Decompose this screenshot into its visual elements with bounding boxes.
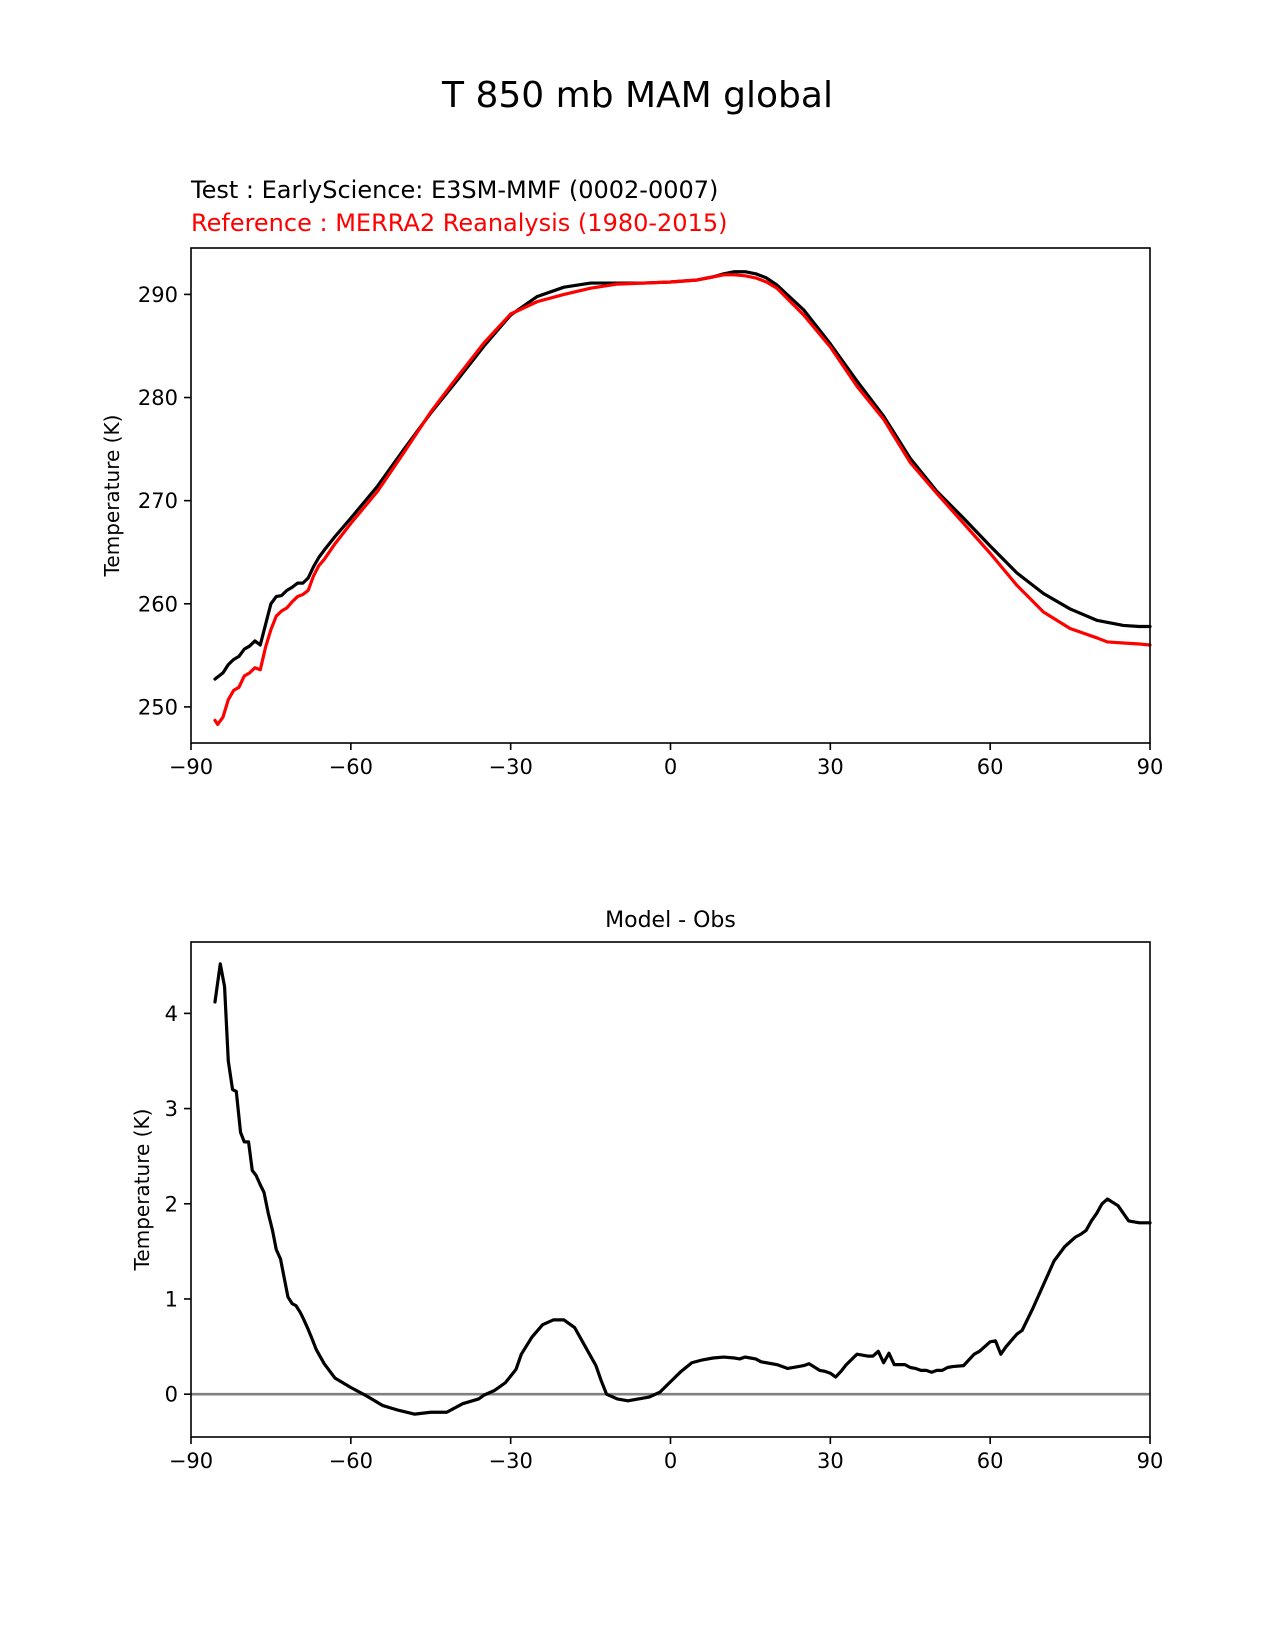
bottom-x-tick-label: −60 (329, 1449, 373, 1473)
model-minus-obs-panel: Model - Obs −90 −60 −30 0 30 60 90 0 1 2 3 4 Temper… (130, 908, 1163, 1473)
bottom-y-tick-label: 2 (165, 1192, 178, 1216)
bottom-y-tick-label: 1 (165, 1287, 178, 1311)
legend-test: Test : EarlyScience: E3SM-MMF (0002-0007… (190, 176, 718, 204)
top-y-axis-label: Temperature (K) (100, 415, 124, 578)
bottom-y-tick-label: 4 (165, 1002, 178, 1026)
bottom-plot-frame (190, 941, 1151, 1438)
top-y-tick-label: 260 (138, 592, 178, 616)
top-y-tick-label: 290 (138, 283, 178, 307)
top-y-tick-label: 270 (138, 489, 178, 513)
temperature-profile-panel: Test : EarlyScience: E3SM-MMF (0002-0007… (100, 176, 1163, 779)
temperature-series-group (213, 270, 1152, 727)
bottom-x-tick-label: 30 (817, 1449, 844, 1473)
bottom-y-axis-label: Temperature (K) (130, 1109, 154, 1272)
bottom-x-tick-label: −30 (489, 1449, 533, 1473)
top-plot-frame (190, 247, 1151, 744)
bottom-x-tick-label: 0 (664, 1449, 677, 1473)
bottom-axes: −90 −60 −30 0 30 60 90 0 1 2 3 4 (165, 1002, 1164, 1473)
bottom-x-tick-label: −90 (169, 1449, 213, 1473)
bottom-chart-title: Model - Obs (605, 908, 736, 933)
top-y-tick-label: 250 (138, 695, 178, 719)
top-x-tick-label: −90 (169, 755, 213, 779)
difference-series-group (191, 962, 1152, 1416)
figure-title: T 850 mb MAM global (441, 75, 833, 116)
top-x-tick-label: 60 (977, 755, 1004, 779)
top-x-tick-label: −30 (489, 755, 533, 779)
bottom-x-tick-label: 90 (1137, 1449, 1164, 1473)
top-series-line-test (213, 270, 1152, 681)
legend-reference: Reference : MERRA2 Reanalysis (1980-2015… (191, 209, 727, 237)
top-y-tick-label: 280 (138, 386, 178, 410)
top-axes: −90 −60 −30 0 30 60 90 250 260 270 280 290 (138, 283, 1163, 779)
top-x-tick-label: 30 (817, 755, 844, 779)
top-x-tick-label: 0 (664, 755, 677, 779)
top-series-line-reference (213, 273, 1152, 727)
bottom-series-line-model-obs (213, 962, 1152, 1416)
top-x-tick-label: 90 (1137, 755, 1164, 779)
bottom-y-tick-label: 0 (165, 1383, 178, 1407)
bottom-x-tick-label: 60 (977, 1449, 1004, 1473)
bottom-y-tick-label: 3 (165, 1097, 178, 1121)
top-x-tick-label: −60 (329, 755, 373, 779)
